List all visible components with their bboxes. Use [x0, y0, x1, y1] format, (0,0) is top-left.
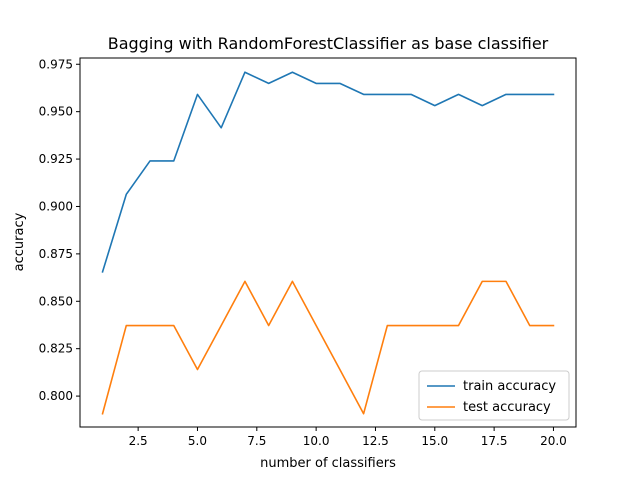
x-tick-label: 10.0 [303, 434, 330, 448]
series-line-1 [101, 280, 555, 415]
x-tick-label: 7.5 [247, 434, 266, 448]
y-axis-label: accuracy [12, 212, 27, 271]
x-tick-label: 12.5 [362, 434, 389, 448]
plot-frame [79, 57, 577, 428]
x-tick-label: 2.5 [129, 434, 148, 448]
legend-label-0: train accuracy [463, 379, 556, 394]
legend-box [418, 370, 570, 421]
series-line-0 [101, 71, 555, 273]
y-tick-label: 0.800 [39, 389, 73, 403]
y-tick-label: 0.825 [39, 342, 73, 356]
y-tick-label: 0.975 [39, 57, 73, 71]
x-axis-label: number of classifiers [260, 456, 396, 471]
y-tick-label: 0.925 [39, 152, 73, 166]
x-tick-label: 20.0 [540, 434, 567, 448]
x-tick-label: 5.0 [188, 434, 207, 448]
chart-title: Bagging with RandomForestClassifier as b… [108, 34, 549, 53]
plot-area [101, 71, 555, 415]
y-tick-label: 0.875 [39, 247, 73, 261]
x-tick-label: 17.5 [481, 434, 508, 448]
legend: train accuracy test accuracy [418, 370, 570, 421]
y-tick-label: 0.950 [39, 105, 73, 119]
y-tick-label: 0.850 [39, 294, 73, 308]
y-tick-label: 0.900 [39, 199, 73, 213]
x-tick-label: 15.0 [421, 434, 448, 448]
legend-label-1: test accuracy [463, 400, 551, 415]
